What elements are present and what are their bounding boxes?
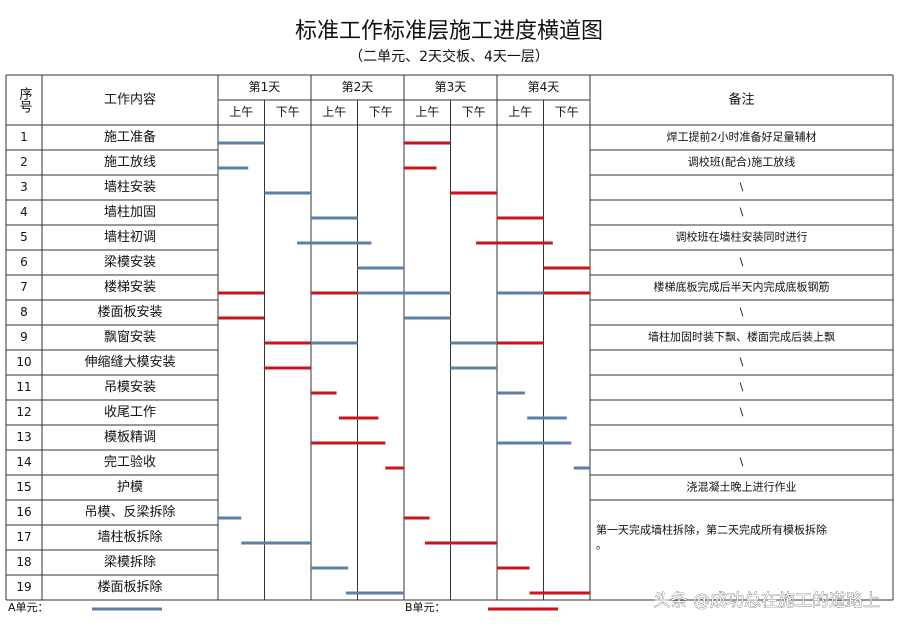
- note: 调校班(配合)施工放线: [688, 155, 796, 169]
- note: \: [740, 406, 744, 419]
- subtitle: （二单元、2天交板、4天一层）: [349, 48, 549, 65]
- row-no: 2: [20, 155, 28, 169]
- row-no: 15: [16, 480, 31, 494]
- task-name: 飘窗安装: [104, 329, 156, 345]
- day-label: 第2天: [342, 80, 374, 94]
- note: \: [740, 456, 744, 469]
- half-label: 上午: [508, 105, 532, 119]
- half-label: 上午: [415, 105, 439, 119]
- task-name: 墙柱加固: [104, 205, 156, 220]
- header-cell: 序号: [17, 87, 33, 113]
- half-label: 下午: [555, 105, 579, 119]
- task-name: 护模: [117, 480, 143, 495]
- task-name: 楼面板拆除: [97, 580, 162, 595]
- task-name: 完工验收: [104, 454, 156, 470]
- task-name: 墙柱初调: [104, 230, 156, 245]
- row-no: 10: [16, 355, 31, 369]
- task-name: 伸缩缝大模安装: [84, 354, 175, 370]
- row-no: 9: [20, 330, 28, 344]
- day-label: 第1天: [249, 80, 281, 94]
- task-name: 施工放线: [104, 155, 156, 170]
- half-label: 下午: [276, 105, 300, 119]
- half-label: 上午: [229, 105, 253, 119]
- row-no: 7: [20, 280, 28, 294]
- row-no: 17: [16, 530, 31, 544]
- legend-b: B单元：: [405, 601, 446, 614]
- half-label: 下午: [462, 105, 486, 119]
- task-name: 收尾工作: [104, 405, 156, 420]
- task-name: 施工准备: [104, 129, 156, 145]
- header-cell: 工作内容: [104, 92, 156, 108]
- note: \: [740, 206, 744, 219]
- note: \: [740, 306, 744, 319]
- day-label: 第3天: [435, 80, 467, 94]
- legend-a: A单元：: [8, 601, 49, 614]
- task-name: 楼面板安装: [97, 305, 162, 320]
- note: 楼梯底板完成后半天内完成底板钢筋: [654, 280, 830, 294]
- row-no: 13: [16, 430, 31, 444]
- half-label: 上午: [322, 105, 346, 119]
- row-no: 19: [16, 580, 31, 594]
- note: 浇混凝土晚上进行作业: [687, 480, 797, 494]
- note: 调校班在墙柱安装同时进行: [676, 230, 808, 244]
- task-name: 墙柱安装: [104, 180, 156, 195]
- day-label: 第4天: [528, 80, 560, 94]
- task-name: 吊模、反梁拆除: [84, 505, 175, 520]
- row-no: 12: [16, 405, 31, 419]
- row-no: 14: [16, 455, 31, 469]
- title: 标准工作标准层施工进度横道图: [295, 19, 603, 44]
- note: 墙柱加固时装下飘、楼面完成后装上飘: [648, 330, 835, 344]
- task-name: 楼梯安装: [104, 280, 156, 295]
- watermark: 头条 @成功总在施工的道路上: [654, 591, 880, 611]
- task-name: 墙柱板拆除: [97, 530, 162, 545]
- row-no: 5: [20, 230, 28, 244]
- row-no: 3: [20, 180, 28, 194]
- half-label: 下午: [369, 105, 393, 119]
- note: 焊工提前2小时准备好足量辅材: [667, 130, 817, 144]
- row-no: 11: [16, 380, 31, 394]
- task-name: 模板精调: [104, 430, 156, 445]
- note: \: [740, 181, 744, 194]
- note: \: [740, 256, 744, 269]
- row-no: 6: [20, 255, 28, 269]
- row-no: 8: [20, 305, 28, 319]
- task-name: 吊模安装: [104, 380, 156, 395]
- row-no: 18: [16, 555, 31, 569]
- task-name: 梁模拆除: [104, 555, 156, 570]
- row-no: 1: [20, 130, 28, 144]
- task-name: 梁模安装: [104, 255, 156, 270]
- row-no: 16: [16, 505, 31, 519]
- row-no: 4: [20, 205, 28, 219]
- note: \: [740, 381, 744, 394]
- header-cell: 备注: [728, 92, 754, 108]
- shared-note: 第一天完成墙柱拆除，第二天完成所有模板拆除。: [596, 523, 827, 552]
- note: \: [740, 356, 744, 369]
